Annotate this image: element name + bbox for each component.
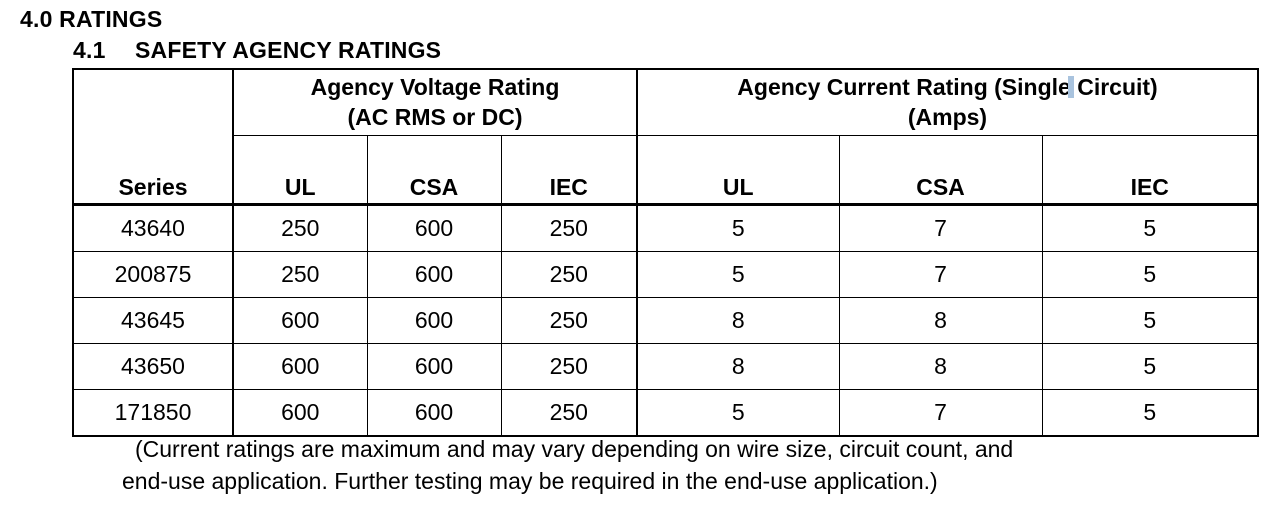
voltage-csa-cell: 600 bbox=[366, 343, 502, 390]
current-ul-cell: 8 bbox=[636, 297, 840, 344]
current-header-line1a: Agency Current Rating (Single bbox=[737, 74, 1071, 100]
current-rating-group-header: Agency Current Rating (Single Circuit) (… bbox=[636, 68, 1259, 136]
current-header-line1b: Circuit) bbox=[1077, 74, 1158, 100]
table-row: 171850 600 600 250 5 7 5 bbox=[72, 389, 1259, 437]
ratings-footnote: (Current ratings are maximum and may var… bbox=[122, 433, 1013, 497]
subsection-number: 4.1 bbox=[73, 37, 106, 63]
current-csa-cell: 7 bbox=[838, 251, 1043, 298]
voltage-header-line2: (AC RMS or DC) bbox=[347, 104, 523, 130]
safety-ratings-table: Series Agency Voltage Rating (AC RMS or … bbox=[72, 68, 1259, 437]
section-heading: 4.0 RATINGS bbox=[20, 6, 162, 33]
table-row: 200875 250 600 250 5 7 5 bbox=[72, 251, 1259, 298]
voltage-csa-header: CSA bbox=[366, 135, 502, 206]
voltage-ul-cell: 600 bbox=[232, 343, 368, 390]
voltage-csa-cell: 600 bbox=[366, 251, 502, 298]
footnote-line1: (Current ratings are maximum and may var… bbox=[135, 436, 1014, 462]
series-cell: 200875 bbox=[72, 251, 234, 298]
current-ul-cell: 5 bbox=[636, 204, 840, 252]
table-row: 43640 250 600 250 5 7 5 bbox=[72, 204, 1259, 252]
series-cell: 43645 bbox=[72, 297, 234, 344]
current-iec-cell: 5 bbox=[1041, 343, 1259, 390]
current-csa-cell: 8 bbox=[838, 297, 1043, 344]
current-ul-header: UL bbox=[636, 135, 840, 206]
series-header: Series bbox=[72, 68, 234, 206]
text-cursor-mark bbox=[1067, 76, 1074, 98]
voltage-ul-cell: 250 bbox=[232, 204, 368, 252]
voltage-ul-header: UL bbox=[232, 135, 368, 206]
voltage-rating-group-header: Agency Voltage Rating (AC RMS or DC) bbox=[232, 68, 638, 136]
voltage-iec-cell: 250 bbox=[500, 251, 638, 298]
current-ul-cell: 5 bbox=[636, 251, 840, 298]
current-iec-cell: 5 bbox=[1041, 389, 1259, 437]
voltage-ul-cell: 600 bbox=[232, 297, 368, 344]
current-csa-cell: 7 bbox=[838, 204, 1043, 252]
current-header-line2: (Amps) bbox=[907, 104, 988, 130]
voltage-csa-cell: 600 bbox=[366, 297, 502, 344]
current-csa-cell: 8 bbox=[838, 343, 1043, 390]
table-row: 43650 600 600 250 8 8 5 bbox=[72, 343, 1259, 390]
current-ul-cell: 8 bbox=[636, 343, 840, 390]
current-csa-header: CSA bbox=[838, 135, 1043, 206]
current-iec-cell: 5 bbox=[1041, 251, 1259, 298]
subsection-heading: 4.1 SAFETY AGENCY RATINGS bbox=[73, 37, 441, 64]
series-cell: 43640 bbox=[72, 204, 234, 252]
voltage-iec-header: IEC bbox=[500, 135, 638, 206]
series-cell: 43650 bbox=[72, 343, 234, 390]
current-ul-cell: 5 bbox=[636, 389, 840, 437]
footnote-line2: end-use application. Further testing may… bbox=[122, 468, 938, 494]
table-row: 43645 600 600 250 8 8 5 bbox=[72, 297, 1259, 344]
subsection-title: SAFETY AGENCY RATINGS bbox=[135, 37, 442, 63]
voltage-ul-cell: 250 bbox=[232, 251, 368, 298]
current-csa-cell: 7 bbox=[838, 389, 1043, 437]
voltage-iec-cell: 250 bbox=[500, 297, 638, 344]
section-number: 4.0 bbox=[20, 6, 53, 32]
voltage-iec-cell: 250 bbox=[500, 389, 638, 437]
voltage-csa-cell: 600 bbox=[366, 389, 502, 437]
voltage-ul-cell: 600 bbox=[232, 389, 368, 437]
current-iec-header: IEC bbox=[1041, 135, 1259, 206]
voltage-iec-cell: 250 bbox=[500, 204, 638, 252]
section-title: RATINGS bbox=[59, 6, 163, 32]
current-iec-cell: 5 bbox=[1041, 204, 1259, 252]
series-cell: 171850 bbox=[72, 389, 234, 437]
voltage-header-line1: Agency Voltage Rating bbox=[310, 74, 560, 100]
voltage-iec-cell: 250 bbox=[500, 343, 638, 390]
voltage-csa-cell: 600 bbox=[366, 204, 502, 252]
current-iec-cell: 5 bbox=[1041, 297, 1259, 344]
